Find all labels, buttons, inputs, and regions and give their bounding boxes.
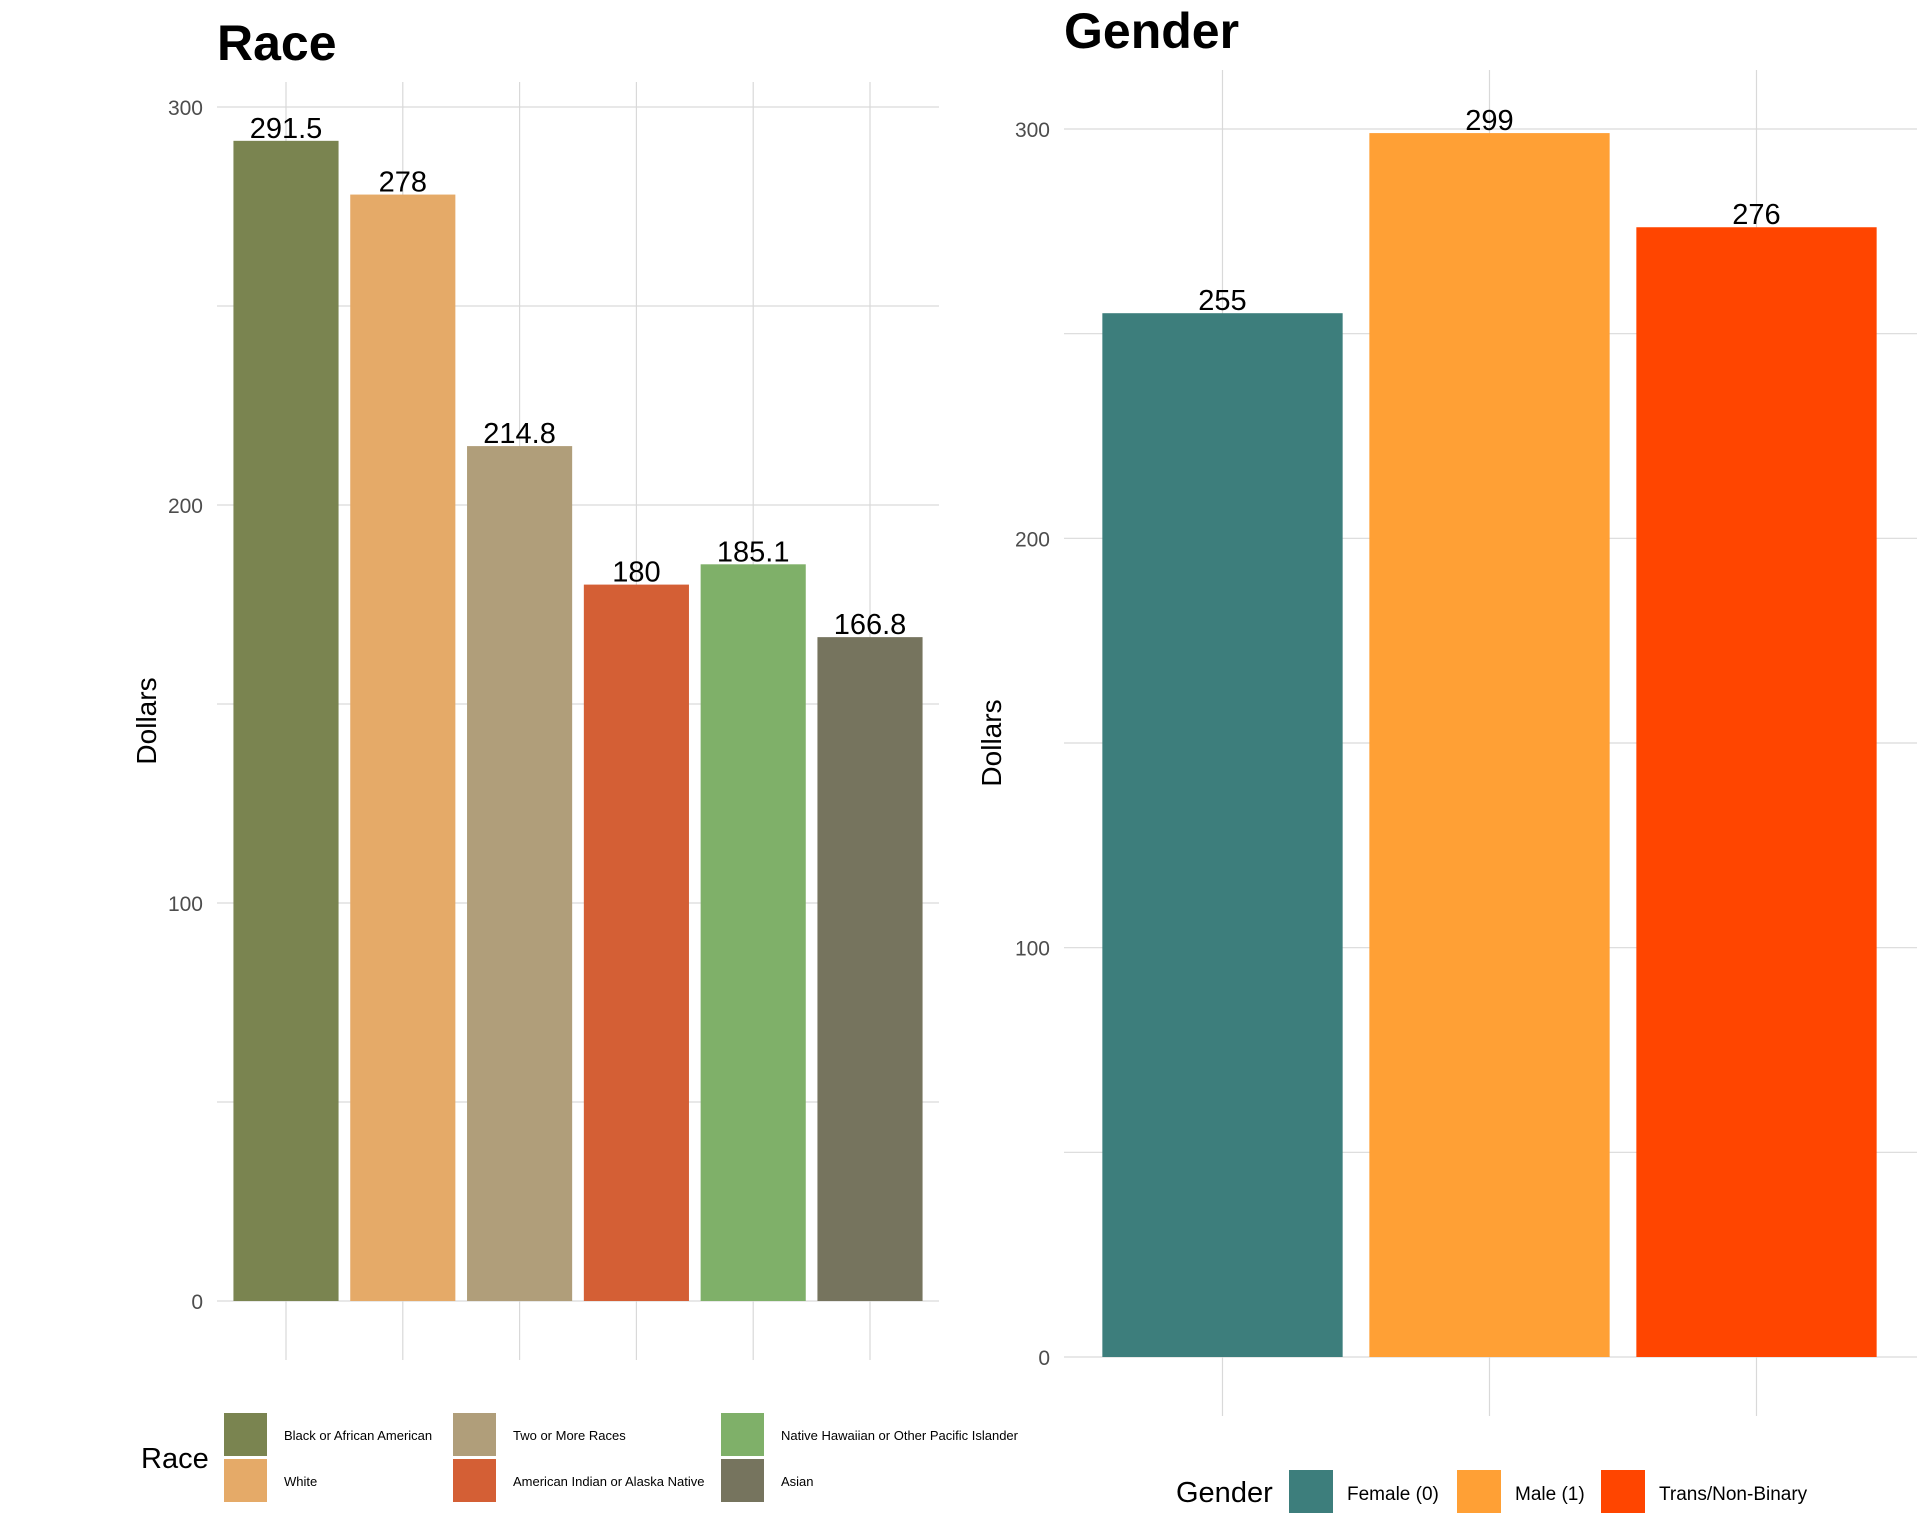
race-y-axis-label: Dollars (131, 677, 162, 764)
race-data-label-native-hawaiian-or-other-pacific-islander: 185.1 (717, 536, 790, 568)
gender-y-tick-labels: 0 100 200 300 (1015, 119, 1050, 1370)
race-data-label-asian: 166.8 (834, 609, 907, 641)
gender-legend: Gender Female (0) Male (1) Trans/Non-Binar… (1176, 1470, 1808, 1513)
gender-bar-trans-non-binary (1636, 227, 1877, 1358)
race-legend-label-black-or-african-american: Black or African American (284, 1428, 432, 1443)
race-bar-asian (817, 637, 923, 1301)
race-bar-native-hawaiian-or-other-pacific-islander (700, 564, 806, 1301)
race-bar-two-or-more-races (467, 446, 573, 1301)
race-y-tick-0: 0 (191, 1291, 203, 1314)
race-data-label-two-or-more-races: 214.8 (483, 418, 556, 450)
race-y-tick-100: 100 (168, 893, 203, 916)
race-legend: Race Black or African American White Two o… (141, 1413, 1019, 1502)
gender-y-tick-100: 100 (1015, 938, 1050, 961)
race-legend-swatch-black-or-african-american (224, 1413, 267, 1456)
gender-data-label-trans-non-binary: 276 (1732, 199, 1780, 231)
gender-chart-title: Gender (1064, 3, 1239, 59)
race-data-label-american-indian-or-alaska-native: 180 (612, 557, 660, 589)
gender-legend-swatch-trans-non-binary (1601, 1470, 1645, 1513)
race-legend-label-two-or-more-races: Two or More Races (513, 1428, 626, 1443)
race-bars (233, 140, 923, 1302)
race-y-tick-200: 200 (168, 495, 203, 518)
race-legend-label-white: White (284, 1474, 317, 1489)
race-bar-white (350, 194, 456, 1301)
race-legend-swatch-american-indian-or-alaska-native (453, 1459, 496, 1502)
race-bar-black-or-african-american (233, 140, 339, 1302)
gender-y-axis-label: Dollars (976, 699, 1007, 786)
gender-legend-title: Gender (1176, 1477, 1273, 1509)
gender-y-tick-200: 200 (1015, 528, 1050, 551)
gender-legend-swatch-male-1 (1457, 1470, 1501, 1513)
gender-legend-swatch-female-0 (1289, 1470, 1333, 1513)
race-chart-title: Race (217, 15, 337, 71)
race-bar-american-indian-or-alaska-native (583, 584, 689, 1301)
gender-data-label-male-1: 299 (1465, 105, 1513, 137)
race-legend-label-native-hawaiian-or-other-pacific-islander: Native Hawaiian or Other Pacific Islande… (781, 1428, 1019, 1443)
gender-legend-label-female-0: Female (0) (1347, 1484, 1439, 1505)
race-legend-swatch-two-or-more-races (453, 1413, 496, 1456)
race-chart-panel: Race Dollars 0 100 200 300 291.5 278 214.8 180… (131, 15, 1019, 1502)
race-legend-label-american-indian-or-alaska-native: American Indian or Alaska Native (513, 1474, 704, 1489)
gender-data-labels: 255 299 276 (1198, 105, 1780, 317)
race-data-label-black-or-african-american: 291.5 (250, 113, 323, 145)
race-legend-swatch-white (224, 1459, 267, 1502)
race-legend-label-asian: Asian (781, 1474, 814, 1489)
gender-y-tick-0: 0 (1038, 1347, 1050, 1370)
race-legend-swatch-asian (721, 1459, 764, 1502)
race-y-tick-labels: 0 100 200 300 (168, 97, 203, 1314)
race-legend-swatch-native-hawaiian-or-other-pacific-islander (721, 1413, 764, 1456)
race-data-labels: 291.5 278 214.8 180 185.1 166.8 (250, 113, 907, 641)
gender-chart-panel: Gender Dollars 0 100 200 300 255 299 276 Gend… (976, 3, 1917, 1513)
gender-legend-label-male-1: Male (1) (1515, 1484, 1585, 1505)
gender-data-label-female-0: 255 (1198, 285, 1246, 317)
gender-bars (1102, 133, 1877, 1358)
race-data-label-white: 278 (379, 167, 427, 199)
gender-bar-male-1 (1369, 133, 1610, 1357)
gender-y-tick-300: 300 (1015, 119, 1050, 142)
race-y-tick-300: 300 (168, 97, 203, 120)
race-legend-title: Race (141, 1443, 209, 1475)
gender-bar-female-0 (1102, 313, 1343, 1358)
gender-legend-label-trans-non-binary: Trans/Non-Binary (1659, 1484, 1808, 1505)
